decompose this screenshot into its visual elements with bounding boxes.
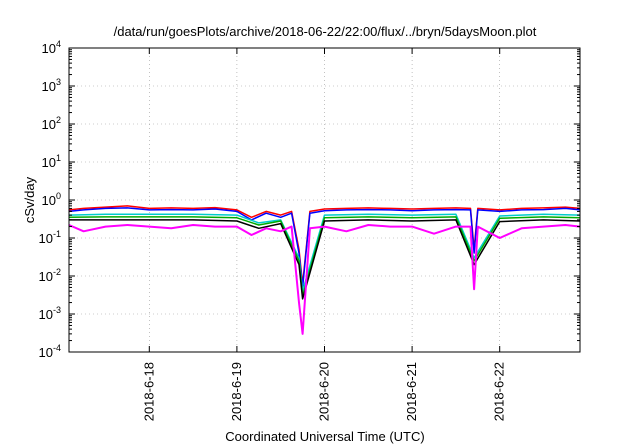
y-tick-label: 10-1 (39, 229, 61, 246)
y-tick-label: 104 (42, 39, 61, 56)
x-tick-label: 2018-6-22 (492, 362, 507, 421)
series-layer (68, 205, 581, 335)
y-tick-label: 10-3 (39, 305, 61, 322)
y-axis: 10-4 10-3 10-2 10-1 100 101 102 103 104 (39, 39, 580, 360)
x-axis-label: Coordinated Universal Time (UTC) (225, 429, 424, 444)
y-tick-label: 103 (42, 77, 61, 94)
y-tick-label: 10-2 (39, 267, 61, 284)
y-tick-label: 10-4 (39, 343, 61, 360)
y-tick-label: 100 (42, 191, 61, 208)
x-tick-label: 2018-6-21 (404, 362, 419, 421)
chart-title: /data/run/goesPlots/archive/2018-06-22/2… (114, 24, 537, 39)
grid (69, 48, 580, 352)
x-axis: 2018-6-18 2018-6-19 2018-6-20 2018-6-21 2018… (141, 48, 507, 421)
x-tick-label: 2018-6-18 (141, 362, 156, 421)
x-tick-label: 2018-6-20 (317, 362, 332, 421)
series-line-6 (68, 224, 581, 335)
x-tick-label: 2018-6-19 (229, 362, 244, 421)
series-line-5 (69, 219, 581, 300)
y-tick-label: 102 (42, 115, 61, 132)
series-line-1 (68, 205, 581, 286)
y-axis-label: cSv/day (22, 176, 37, 223)
y-tick-label: 101 (42, 153, 61, 170)
series-line-2 (68, 207, 581, 289)
